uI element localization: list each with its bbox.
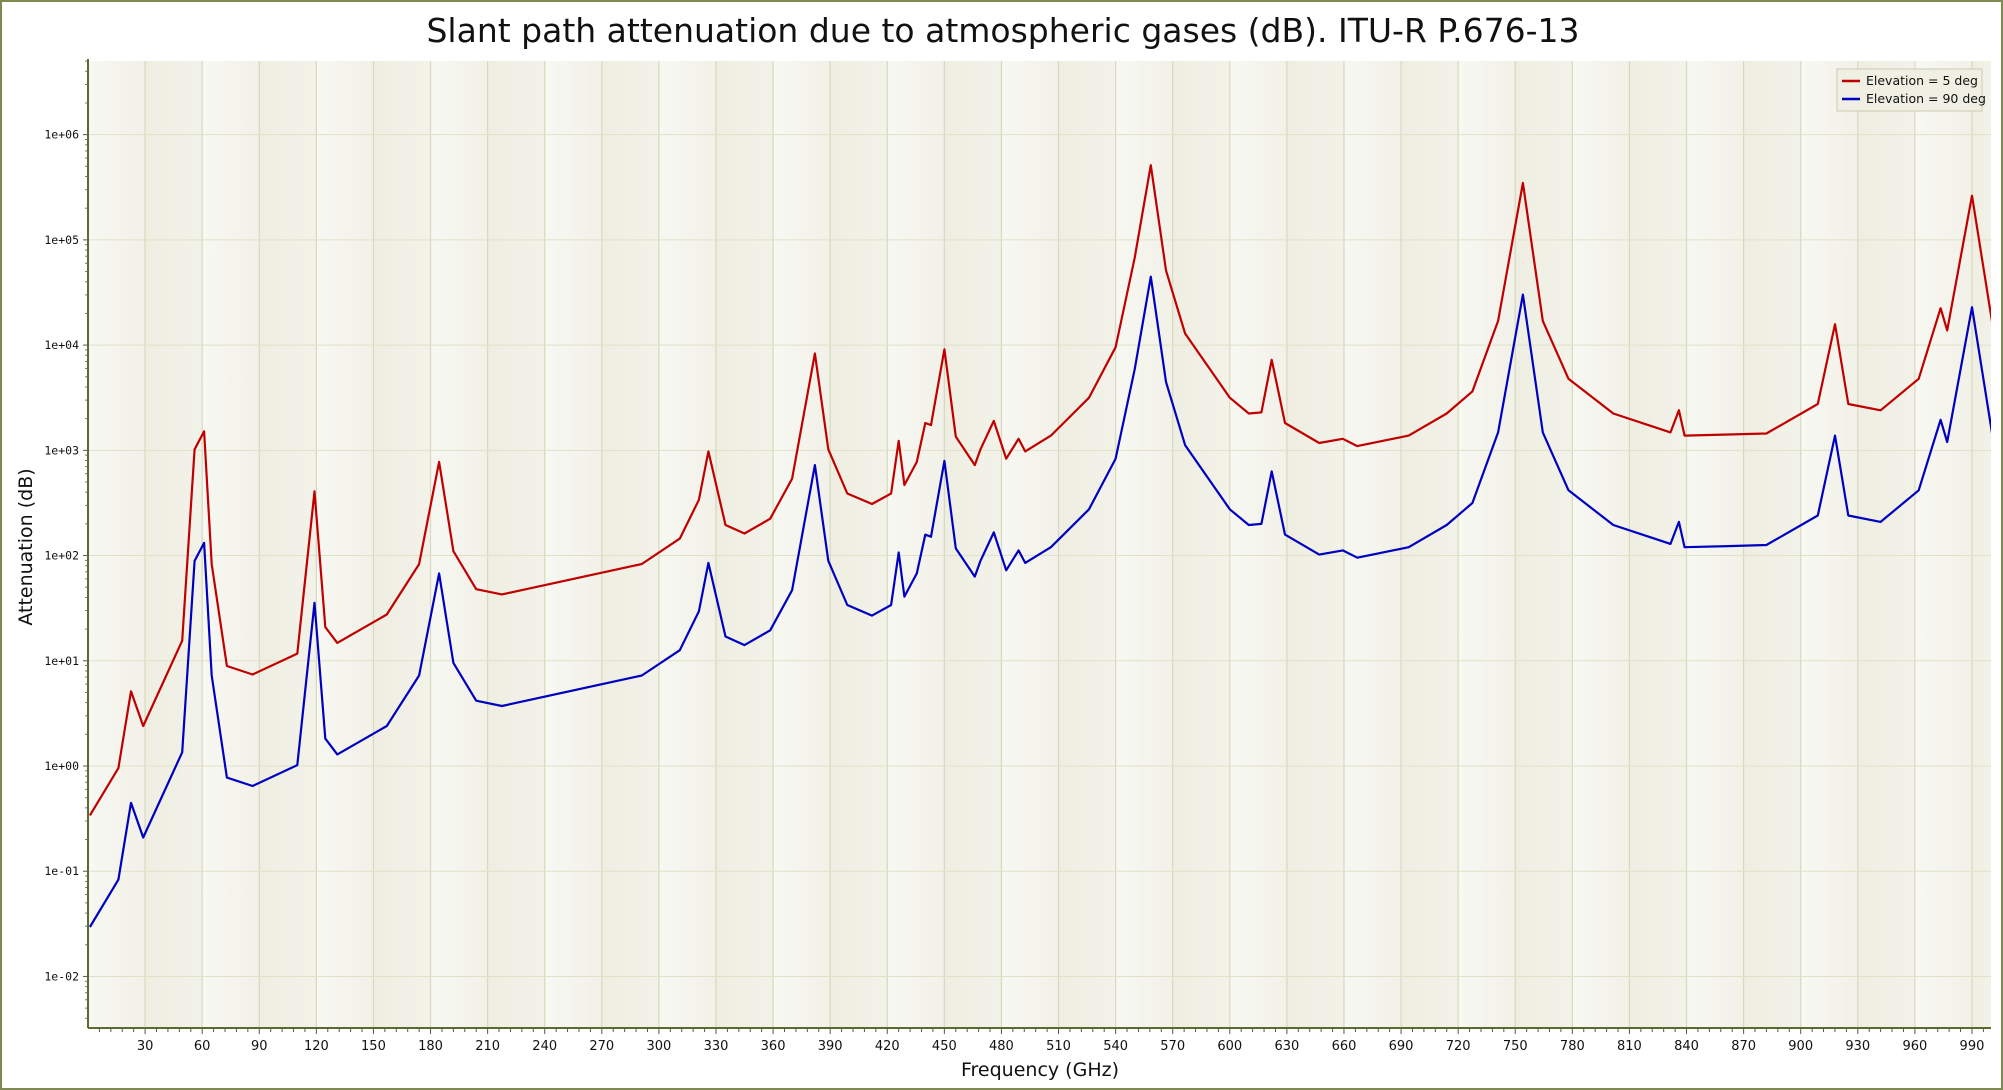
x-tick-label: 60 xyxy=(194,1039,211,1054)
series-line-elevation-5deg xyxy=(88,164,1991,816)
plot-band xyxy=(1286,61,1344,1028)
plot-band xyxy=(1971,61,1991,1028)
x-tick-label: 900 xyxy=(1788,1039,1813,1054)
plot-band xyxy=(88,61,146,1028)
y-tick-label: 1e+04 xyxy=(44,338,79,352)
plot-band xyxy=(1914,61,1972,1028)
x-tick-label: 750 xyxy=(1503,1039,1528,1054)
plot-band xyxy=(1229,61,1287,1028)
x-tick-label: 720 xyxy=(1446,1039,1471,1054)
x-tick-label: 960 xyxy=(1902,1039,1927,1054)
x-tick-label: 30 xyxy=(137,1039,154,1054)
x-tick-label: 210 xyxy=(475,1039,500,1054)
x-tick-label: 630 xyxy=(1274,1039,1299,1054)
y-tick-label: 1e+01 xyxy=(44,654,79,668)
x-tick-label: 810 xyxy=(1617,1039,1642,1054)
y-tick-label: 1e-02 xyxy=(44,969,79,983)
plot-band xyxy=(430,61,488,1028)
plot-band xyxy=(259,61,317,1028)
plot-band xyxy=(601,61,659,1028)
x-tick-label: 480 xyxy=(989,1039,1014,1054)
x-tick-label: 780 xyxy=(1560,1039,1585,1054)
plot-band xyxy=(1001,61,1059,1028)
chart-title: Slant path attenuation due to atmospheri… xyxy=(426,11,1579,50)
plot-band xyxy=(145,61,203,1028)
y-axis-label: Attenuation (dB) xyxy=(15,468,37,625)
plot-band xyxy=(202,61,260,1028)
plot-band xyxy=(658,61,716,1028)
plot-band xyxy=(1401,61,1459,1028)
plot-band xyxy=(1343,61,1402,1028)
gridlines xyxy=(88,61,1991,1028)
x-tick-label: 90 xyxy=(251,1039,268,1054)
plot-band xyxy=(1458,61,1516,1028)
y-tick-label: 1e+06 xyxy=(44,128,79,142)
x-tick-label: 690 xyxy=(1389,1039,1414,1054)
series-line-elevation-90deg xyxy=(88,275,1991,928)
plot-band xyxy=(773,61,831,1028)
plot-band xyxy=(1115,61,1173,1028)
plot-band xyxy=(887,61,945,1028)
plot-band xyxy=(1572,61,1630,1028)
legend-box xyxy=(1836,68,1983,112)
plot-band xyxy=(1857,61,1915,1028)
x-tick-label: 660 xyxy=(1332,1039,1357,1054)
series-lines xyxy=(88,164,1991,928)
x-tick-label: 990 xyxy=(1960,1039,1985,1054)
x-tick-label: 510 xyxy=(1046,1039,1071,1054)
legend-label-90deg: Elevation = 90 deg xyxy=(1866,91,1986,106)
x-tick-label: 270 xyxy=(589,1039,614,1054)
legend-label-5deg: Elevation = 5 deg xyxy=(1866,73,1978,88)
plot-band xyxy=(715,61,774,1028)
x-axis-label: Frequency (GHz) xyxy=(961,1059,1119,1081)
plot-band xyxy=(373,61,431,1028)
x-tick-label: 150 xyxy=(361,1039,386,1054)
x-tick-label: 300 xyxy=(646,1039,671,1054)
plot-background xyxy=(88,61,1991,1028)
x-tick-label: 870 xyxy=(1731,1039,1756,1054)
plot-band xyxy=(1629,61,1687,1028)
plot-band xyxy=(1172,61,1230,1028)
x-tick-label: 840 xyxy=(1674,1039,1699,1054)
x-tick-label: 450 xyxy=(932,1039,957,1054)
plot-band xyxy=(830,61,888,1028)
x-tick-label: 330 xyxy=(704,1039,729,1054)
plot-band xyxy=(1058,61,1116,1028)
y-tick-label: 1e+00 xyxy=(44,759,79,773)
x-tick-label: 600 xyxy=(1217,1039,1242,1054)
y-tick-label: 1e+03 xyxy=(44,443,79,457)
axes: 30 60 90 120 150 180 210 240 270 300 330 360 390 420 4… xyxy=(44,59,1991,1054)
x-tick-label: 120 xyxy=(304,1039,329,1054)
x-tick-label: 180 xyxy=(418,1039,443,1054)
y-tick-label: 1e+02 xyxy=(44,549,79,563)
plot-band xyxy=(1800,61,1858,1028)
plot-band xyxy=(487,61,545,1028)
x-tick-label: 390 xyxy=(818,1039,843,1054)
x-tick-label: 360 xyxy=(761,1039,786,1054)
plot-band xyxy=(316,61,374,1028)
x-tick-label: 420 xyxy=(875,1039,900,1054)
x-tick-label: 930 xyxy=(1845,1039,1870,1054)
legend: Elevation = 5 deg Elevation = 90 deg xyxy=(1836,68,1986,112)
x-tick-label: 570 xyxy=(1160,1039,1185,1054)
x-tick-label: 540 xyxy=(1103,1039,1128,1054)
plot-band xyxy=(1515,61,1573,1028)
plot-band xyxy=(544,61,602,1028)
plot-band xyxy=(1686,61,1744,1028)
plot-band xyxy=(944,61,1002,1028)
y-tick-label: 1e-01 xyxy=(44,864,79,878)
y-tick-label: 1e+05 xyxy=(44,233,79,247)
x-tick-label: 240 xyxy=(532,1039,557,1054)
